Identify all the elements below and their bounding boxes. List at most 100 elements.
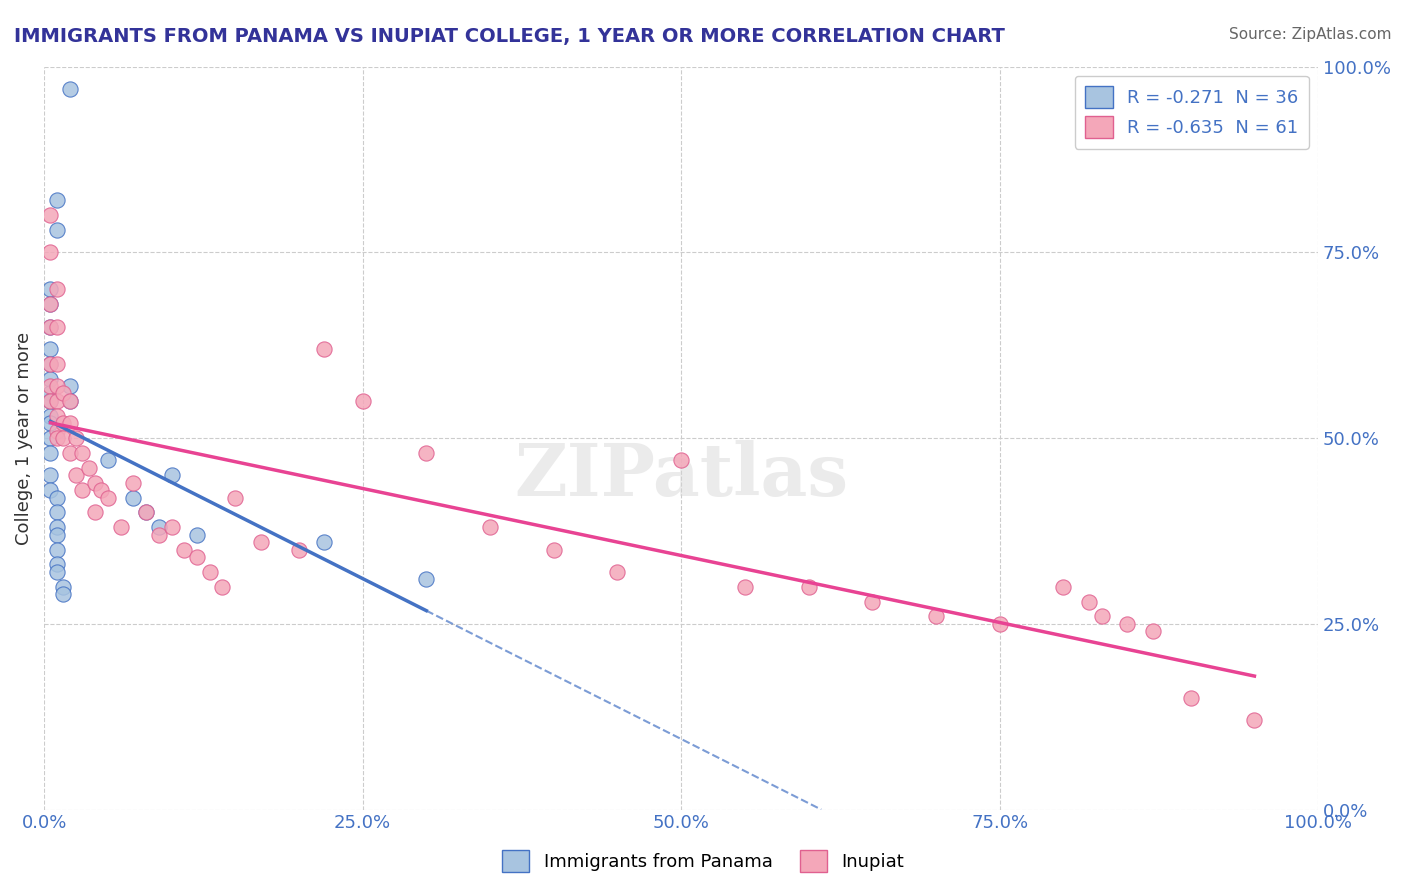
Point [39, 319, 62, 334]
Point [1090, 609, 1112, 624]
Y-axis label: College, 1 year or more: College, 1 year or more [15, 332, 32, 545]
Text: Source: ZipAtlas.com: Source: ZipAtlas.com [1229, 27, 1392, 42]
Point [1180, 691, 1202, 706]
Point [39, 468, 62, 483]
Point [58, 379, 80, 393]
Point [734, 580, 756, 594]
Point [39, 393, 62, 408]
Point [45, 357, 67, 371]
Text: IMMIGRANTS FROM PANAMA VS INUPIAT COLLEGE, 1 YEAR OR MORE CORRELATION CHART: IMMIGRANTS FROM PANAMA VS INUPIAT COLLEG… [14, 27, 1005, 45]
Point [479, 520, 502, 534]
Point [110, 520, 132, 534]
Point [860, 594, 883, 608]
Point [135, 505, 157, 519]
Point [352, 393, 374, 408]
Point [39, 446, 62, 460]
Point [198, 565, 221, 579]
Point [39, 357, 62, 371]
Point [39, 483, 62, 497]
Point [84, 505, 107, 519]
Point [39, 371, 62, 385]
Point [122, 491, 145, 505]
Point [39, 393, 62, 408]
Point [45, 424, 67, 438]
Point [45, 558, 67, 572]
Point [1077, 594, 1099, 608]
Point [224, 491, 246, 505]
Legend: R = -0.271  N = 36, R = -0.635  N = 61: R = -0.271 N = 36, R = -0.635 N = 61 [1074, 76, 1309, 149]
Point [669, 453, 692, 467]
Point [52, 386, 75, 401]
Point [45, 319, 67, 334]
Point [186, 549, 208, 564]
Point [39, 245, 62, 260]
Point [52, 416, 75, 430]
Point [122, 475, 145, 490]
Point [186, 527, 208, 541]
Point [39, 319, 62, 334]
Point [39, 386, 62, 401]
Point [314, 342, 336, 356]
Point [1116, 616, 1139, 631]
Point [543, 542, 565, 557]
Point [45, 565, 67, 579]
Point [415, 572, 437, 586]
Point [39, 409, 62, 423]
Point [58, 446, 80, 460]
Point [314, 535, 336, 549]
Point [249, 535, 271, 549]
Point [160, 520, 183, 534]
Point [45, 505, 67, 519]
Point [45, 542, 67, 557]
Point [45, 283, 67, 297]
Point [39, 342, 62, 356]
Point [173, 542, 195, 557]
Point [211, 580, 233, 594]
Point [58, 393, 80, 408]
Point [58, 82, 80, 96]
Point [39, 416, 62, 430]
Point [797, 580, 820, 594]
Point [415, 446, 437, 460]
Point [45, 379, 67, 393]
Point [39, 379, 62, 393]
Point [45, 393, 67, 408]
Point [72, 446, 94, 460]
Point [97, 491, 120, 505]
Point [148, 527, 170, 541]
Point [84, 475, 107, 490]
Point [97, 453, 120, 467]
Point [45, 491, 67, 505]
Point [148, 520, 170, 534]
Point [45, 194, 67, 208]
Point [58, 393, 80, 408]
Point [988, 616, 1011, 631]
Point [65, 431, 87, 445]
Point [45, 223, 67, 237]
Legend: Immigrants from Panama, Inupiat: Immigrants from Panama, Inupiat [491, 839, 915, 883]
Point [45, 527, 67, 541]
Point [52, 580, 75, 594]
Point [925, 609, 948, 624]
Point [45, 409, 67, 423]
Point [45, 520, 67, 534]
Point [39, 208, 62, 222]
Point [58, 416, 80, 430]
Point [39, 431, 62, 445]
Point [288, 542, 311, 557]
Point [39, 297, 62, 311]
Point [1243, 714, 1265, 728]
Point [77, 460, 100, 475]
Point [45, 431, 67, 445]
Text: ZIPatlas: ZIPatlas [515, 440, 848, 511]
Point [39, 357, 62, 371]
Point [1052, 580, 1074, 594]
Point [606, 565, 628, 579]
Point [39, 297, 62, 311]
Point [72, 483, 94, 497]
Point [160, 468, 183, 483]
Point [90, 483, 112, 497]
Point [65, 468, 87, 483]
Point [52, 431, 75, 445]
Point [52, 587, 75, 601]
